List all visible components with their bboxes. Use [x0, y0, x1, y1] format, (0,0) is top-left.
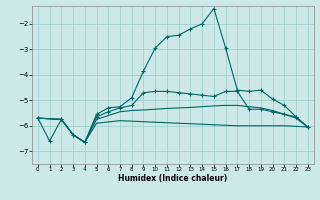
- X-axis label: Humidex (Indice chaleur): Humidex (Indice chaleur): [118, 174, 228, 183]
